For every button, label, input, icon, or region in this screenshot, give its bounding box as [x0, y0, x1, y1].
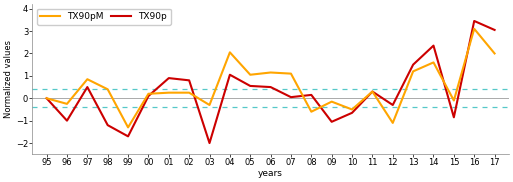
TX90pM [206, 104, 212, 106]
TX90p [471, 20, 477, 22]
TX90p [166, 77, 172, 79]
Legend: TX90pM, TX90p: TX90pM, TX90p [37, 9, 171, 25]
TX90p [105, 124, 111, 126]
TX90pM [247, 74, 253, 76]
X-axis label: years: years [258, 169, 283, 178]
TX90pM [308, 111, 314, 113]
TX90p [64, 120, 70, 122]
TX90p [44, 97, 50, 99]
TX90p [308, 94, 314, 96]
Line: TX90p: TX90p [47, 21, 495, 143]
TX90p [267, 86, 273, 88]
TX90p [84, 86, 90, 88]
TX90pM [227, 51, 233, 54]
TX90p [430, 45, 437, 47]
TX90pM [186, 92, 192, 94]
TX90pM [329, 100, 335, 103]
TX90pM [64, 103, 70, 105]
TX90pM [105, 88, 111, 90]
Y-axis label: Normalized values: Normalized values [4, 40, 13, 118]
TX90p [329, 121, 335, 123]
TX90p [410, 64, 416, 66]
TX90pM [491, 52, 498, 55]
TX90pM [390, 122, 396, 124]
TX90pM [288, 73, 294, 75]
TX90p [369, 90, 376, 93]
TX90pM [349, 108, 355, 110]
TX90p [349, 112, 355, 114]
Line: TX90pM: TX90pM [47, 29, 495, 127]
TX90p [186, 79, 192, 81]
TX90pM [267, 71, 273, 74]
TX90p [451, 116, 457, 118]
TX90pM [410, 70, 416, 72]
TX90p [206, 142, 212, 144]
TX90pM [369, 90, 376, 93]
TX90p [390, 104, 396, 106]
TX90p [125, 135, 131, 137]
TX90p [247, 85, 253, 87]
TX90p [227, 74, 233, 76]
TX90pM [430, 61, 437, 64]
TX90pM [451, 99, 457, 102]
TX90p [491, 29, 498, 31]
TX90pM [471, 28, 477, 30]
TX90p [288, 96, 294, 98]
TX90pM [84, 78, 90, 80]
TX90pM [166, 92, 172, 94]
TX90p [145, 95, 151, 97]
TX90pM [125, 126, 131, 128]
TX90pM [145, 93, 151, 95]
TX90pM [44, 97, 50, 99]
